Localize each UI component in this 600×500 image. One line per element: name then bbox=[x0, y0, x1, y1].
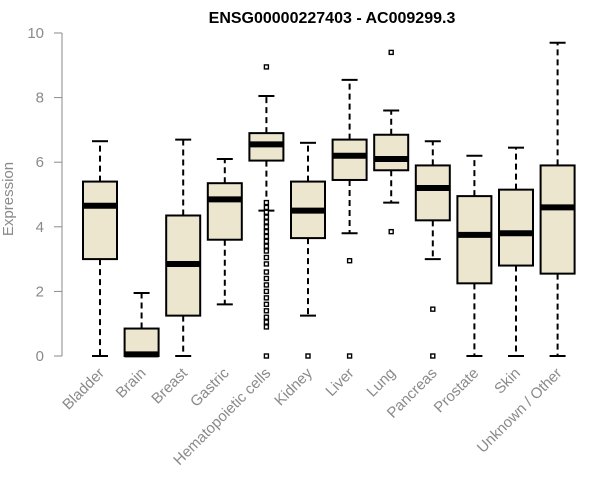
box-iqr bbox=[498, 188, 534, 267]
outlier-point bbox=[263, 238, 270, 245]
outlier-point bbox=[263, 319, 270, 325]
outlier-point bbox=[263, 295, 270, 301]
box-lung bbox=[373, 49, 410, 235]
outlier-point bbox=[263, 64, 270, 70]
box-pancreas bbox=[414, 140, 451, 359]
y-axis-label: Expression bbox=[0, 162, 17, 236]
box-series bbox=[82, 41, 576, 359]
y-axis-ticks: 0 2 4 6 8 10 bbox=[27, 25, 62, 365]
outlier-point bbox=[263, 308, 270, 314]
outlier-point bbox=[263, 282, 270, 288]
outlier-point bbox=[263, 288, 270, 295]
box-gastric bbox=[206, 157, 243, 306]
outlier-point bbox=[305, 353, 311, 359]
outlier-point bbox=[346, 258, 353, 264]
box-prostate bbox=[456, 154, 493, 357]
outlier-point bbox=[263, 301, 270, 308]
box-hematopoietic-cells bbox=[248, 64, 285, 359]
box-iqr bbox=[206, 182, 243, 241]
outlier-point bbox=[263, 233, 270, 240]
outlier-point bbox=[388, 49, 394, 56]
outlier-point bbox=[430, 306, 436, 312]
outlier-point bbox=[263, 275, 270, 282]
x-tick-label: Liver bbox=[322, 365, 357, 400]
x-tick-label: Skin bbox=[491, 365, 524, 398]
box-iqr bbox=[539, 164, 576, 275]
box-iqr bbox=[82, 180, 118, 261]
outlier-point bbox=[263, 353, 270, 359]
outlier-point bbox=[263, 204, 270, 211]
outlier-point bbox=[263, 209, 270, 215]
outlier-point bbox=[263, 243, 270, 249]
y-tick-label: 4 bbox=[36, 219, 44, 236]
outlier-point bbox=[263, 254, 270, 261]
y-tick-label: 0 bbox=[36, 348, 44, 365]
outlier-point bbox=[263, 224, 270, 230]
y-tick-label: 2 bbox=[36, 283, 44, 300]
x-tick-label: Lung bbox=[363, 365, 399, 401]
outlier-point bbox=[346, 353, 353, 359]
chart-title: ENSG00000227403 - AC009299.3 bbox=[209, 10, 456, 27]
x-tick-label: Breast bbox=[148, 364, 191, 407]
outlier-point bbox=[263, 269, 270, 275]
x-tick-label: Brain bbox=[113, 365, 150, 402]
outlier-point bbox=[263, 214, 270, 220]
y-tick-label: 10 bbox=[27, 25, 44, 42]
outlier-point bbox=[263, 261, 270, 267]
outlier-point bbox=[263, 219, 270, 225]
y-tick-label: 6 bbox=[36, 154, 44, 171]
x-tick-label: Bladder bbox=[59, 365, 108, 414]
box-unknown-other bbox=[539, 41, 576, 357]
outlier-point bbox=[263, 199, 270, 206]
outlier-point bbox=[263, 228, 270, 235]
outlier-point bbox=[430, 353, 436, 359]
x-tick-label: Prostate bbox=[431, 365, 483, 417]
box-iqr bbox=[414, 164, 451, 222]
box-bladder bbox=[82, 140, 118, 357]
box-brain bbox=[123, 292, 160, 358]
outlier-point bbox=[263, 248, 270, 254]
outlier-point bbox=[263, 324, 270, 330]
box-iqr bbox=[373, 133, 410, 172]
outlier-point bbox=[263, 314, 270, 320]
box-kidney bbox=[290, 141, 326, 359]
box-iqr bbox=[456, 195, 493, 285]
box-skin bbox=[498, 146, 534, 357]
box-iqr bbox=[331, 138, 368, 181]
box-breast bbox=[165, 138, 202, 357]
x-tick-label: Kidney bbox=[271, 364, 316, 409]
box-liver bbox=[331, 78, 368, 359]
outlier-point bbox=[388, 228, 394, 235]
y-tick-label: 8 bbox=[36, 90, 44, 107]
